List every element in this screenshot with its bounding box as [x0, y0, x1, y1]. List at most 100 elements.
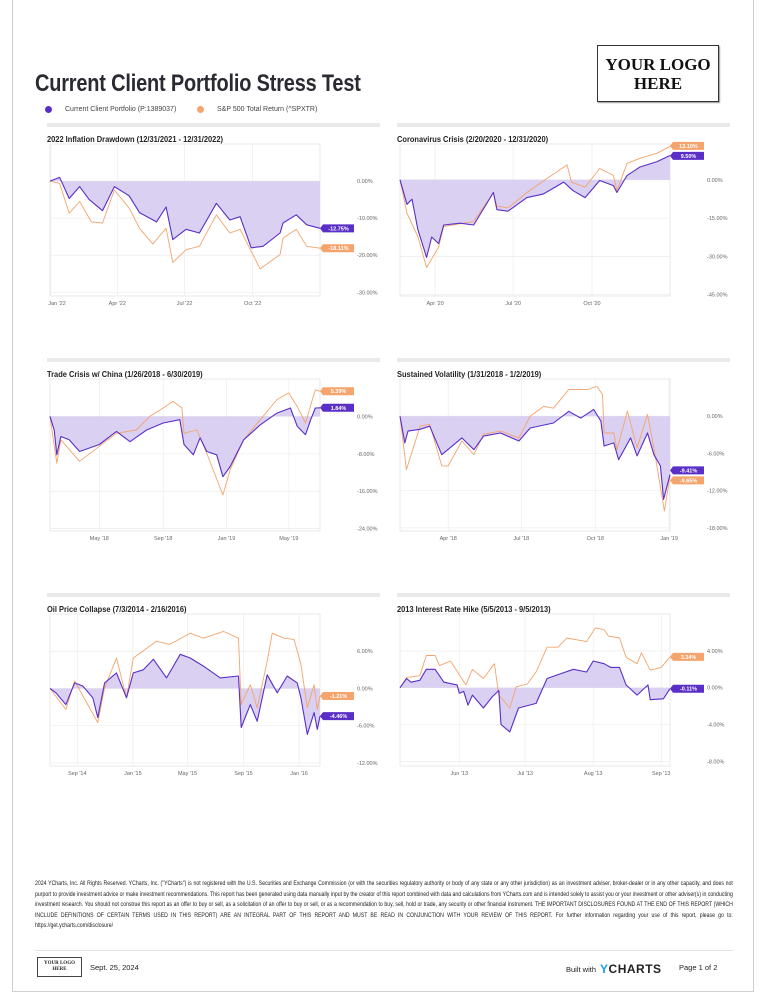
benchmark-line — [49, 630, 321, 724]
y-tick-label: -30.00% — [707, 254, 728, 260]
end-label-badge — [670, 141, 704, 150]
benchmark-end-label: 3.34% — [670, 652, 704, 661]
end-label-value: -0.11% — [680, 687, 697, 693]
panel-divider — [47, 593, 380, 597]
y-tick-label: -8.00% — [357, 452, 375, 458]
benchmark-dot-icon — [197, 106, 204, 113]
portfolio-line — [399, 660, 671, 733]
benchmark-line — [399, 145, 671, 269]
chart-inflation: 0.00% -10.00% -20.00% -30.00% Jan '22 Apr '22… — [48, 143, 378, 307]
end-label-value: -12.75% — [328, 226, 349, 232]
end-label-badge — [670, 466, 704, 475]
portfolio-line — [49, 653, 321, 735]
y-tick-label: -18.00% — [707, 526, 728, 532]
portfolio-end-label: 9.50% — [670, 151, 704, 160]
end-label-value: -18.11% — [328, 246, 348, 252]
y-tick-label: -24.00% — [357, 527, 378, 533]
end-label-value: 1.84% — [331, 406, 347, 412]
y-tick-label: -12.00% — [357, 761, 378, 767]
x-tick-label: Oct '20 — [583, 301, 600, 307]
panel-divider — [47, 358, 380, 362]
x-tick-label: Oct '18 — [587, 536, 604, 542]
portfolio-line — [49, 407, 321, 478]
legend-item-portfolio: Current Client Portfolio (P:1389037) — [45, 106, 197, 113]
chart-panel-rate-hike: 2013 Interest Rate Hike (5/5/2013 - 9/5/… — [397, 593, 730, 777]
y-tick-label: -30.00% — [357, 290, 378, 296]
legend-item-benchmark: S&P 500 Total Return (^SPXTR) — [197, 106, 317, 113]
y-tick-label: 6.00% — [357, 649, 373, 655]
y-tick-label: -4.00% — [707, 723, 725, 729]
chart-panel-volatility: Sustained Volatility (1/31/2018 - 1/2/20… — [397, 358, 730, 542]
y-tick-label: -45.00% — [707, 293, 728, 299]
x-tick-label: May '19 — [279, 536, 298, 542]
legend-label: Current Client Portfolio (P:1389037) — [65, 106, 177, 113]
plot-area — [49, 378, 321, 532]
end-label-badge — [320, 691, 354, 700]
portfolio-area-fill — [50, 407, 320, 477]
ycharts-logo-y: Y — [600, 962, 609, 976]
portfolio-end-label: -9.41% — [670, 466, 704, 475]
benchmark-end-label: -18.11% — [320, 244, 354, 253]
legend-label: S&P 500 Total Return (^SPXTR) — [217, 106, 318, 113]
end-label-value: -1.21% — [330, 694, 348, 700]
chart-title: Trade Crisis w/ China (1/26/2018 - 6/30/… — [47, 369, 203, 379]
x-tick-label: Jul '22 — [177, 301, 193, 307]
portfolio-end-label: -12.75% — [320, 224, 354, 233]
y-tick-label: 0.00% — [357, 179, 373, 185]
portfolio-area-fill — [400, 661, 670, 732]
y-tick-label: 4.00% — [707, 649, 723, 655]
benchmark-line — [399, 627, 671, 709]
portfolio-line — [49, 176, 321, 249]
chart-title: 2013 Interest Rate Hike (5/5/2013 - 9/5/… — [397, 604, 551, 614]
chart-title: 2022 Inflation Drawdown (12/31/2021 - 12… — [47, 134, 223, 144]
end-label-value: -9.41% — [680, 468, 698, 474]
footer-logo-placeholder: YOUR LOGO HERE — [37, 957, 82, 977]
logo-placeholder: YOUR LOGO HERE — [597, 45, 719, 102]
y-tick-label: -8.00% — [707, 759, 725, 765]
panel-divider — [397, 593, 730, 597]
benchmark-line — [49, 389, 321, 496]
y-tick-label: 0.00% — [707, 414, 723, 420]
x-tick-label: Sep '14 — [68, 771, 86, 777]
chart-panel-oil: Oil Price Collapse (7/3/2014 - 2/16/2016… — [47, 593, 380, 777]
end-label-value: -4.46% — [330, 714, 348, 720]
panel-divider — [397, 358, 730, 362]
x-tick-label: Jan '15 — [124, 771, 142, 777]
end-label-badge — [670, 652, 704, 661]
portfolio-area-fill — [50, 654, 320, 735]
x-tick-label: May '15 — [178, 771, 197, 777]
report-date: Sept. 25, 2024 — [90, 963, 139, 972]
end-label-value: 13.10% — [679, 144, 698, 150]
plot-area — [399, 378, 671, 532]
panel-divider — [47, 123, 380, 127]
y-tick-label: -12.00% — [707, 489, 728, 495]
end-label-value: 5.39% — [331, 389, 347, 395]
benchmark-end-label: 5.39% — [320, 387, 354, 396]
x-tick-label: May '18 — [90, 536, 109, 542]
chart-oil: 6.00% 0.00% -6.00% -12.00% Sep '14 Jan '15 May… — [49, 613, 378, 777]
x-tick-label: Sep '15 — [234, 771, 252, 777]
built-with-ycharts[interactable]: Built with YCHARTS — [566, 962, 662, 976]
chart-panel-trade-crisis: Trade Crisis w/ China (1/26/2018 - 6/30/… — [47, 358, 380, 542]
end-label-badge — [320, 224, 354, 233]
x-tick-label: Aug '13 — [584, 771, 602, 777]
end-label-badge — [320, 244, 354, 253]
end-label-badge — [670, 151, 704, 160]
chart-title: Sustained Volatility (1/31/2018 - 1/2/20… — [397, 369, 542, 379]
chart-rate-hike: 4.00% 0.00% -4.00% -8.00% Jun '13 Jul '13 Aug … — [399, 613, 725, 777]
benchmark-line — [49, 180, 321, 270]
portfolio-line — [399, 408, 671, 500]
x-tick-label: Jul '20 — [505, 301, 521, 307]
x-tick-label: Apr '20 — [427, 301, 444, 307]
y-tick-label: -6.00% — [707, 451, 725, 457]
footer-divider — [35, 950, 733, 951]
x-tick-label: Jul '13 — [517, 771, 533, 777]
end-label-badge — [320, 387, 354, 396]
legend: Current Client Portfolio (P:1389037) S&P… — [45, 106, 317, 113]
portfolio-end-label: 1.84% — [320, 403, 354, 412]
portfolio-area-fill — [50, 177, 320, 248]
end-label-badge — [670, 476, 704, 485]
y-tick-label: 0.00% — [707, 686, 723, 692]
y-tick-label: -15.00% — [707, 216, 728, 222]
x-tick-label: Jan '19 — [218, 536, 236, 542]
